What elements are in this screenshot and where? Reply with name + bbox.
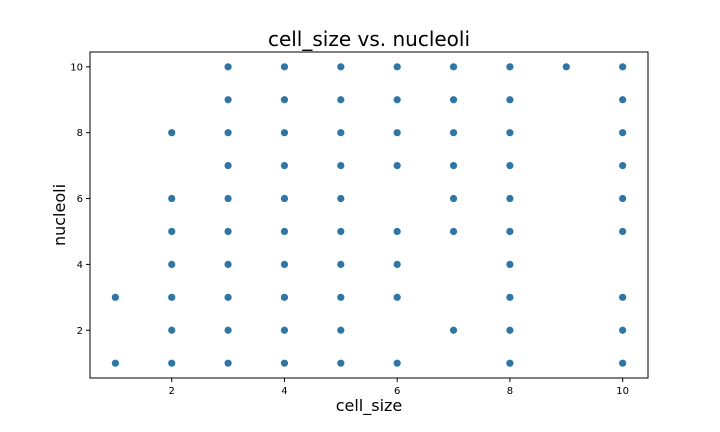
data-point bbox=[280, 129, 289, 137]
y-tick-label: 10 bbox=[70, 62, 83, 73]
data-point bbox=[393, 227, 401, 236]
data-point bbox=[619, 162, 627, 170]
y-axis-label: nucleoli bbox=[50, 184, 69, 246]
data-point bbox=[224, 293, 232, 301]
data-point bbox=[280, 96, 289, 104]
data-point bbox=[449, 63, 458, 71]
data-point bbox=[168, 129, 176, 137]
y-tick-label: 6 bbox=[77, 194, 83, 205]
data-point bbox=[619, 129, 627, 137]
data-point bbox=[506, 96, 514, 104]
data-point bbox=[280, 293, 289, 301]
data-point bbox=[224, 227, 232, 236]
data-point bbox=[619, 293, 627, 301]
data-point bbox=[449, 326, 458, 334]
data-point bbox=[224, 359, 232, 367]
data-point bbox=[449, 96, 458, 104]
data-point bbox=[506, 326, 514, 334]
data-point bbox=[449, 162, 458, 170]
data-point bbox=[337, 162, 345, 170]
data-point bbox=[337, 63, 345, 71]
data-point bbox=[224, 96, 232, 104]
data-point bbox=[224, 162, 232, 170]
data-point bbox=[224, 194, 232, 203]
data-point bbox=[619, 326, 627, 334]
data-point bbox=[280, 260, 289, 268]
data-point bbox=[506, 129, 514, 137]
data-point bbox=[619, 194, 627, 203]
data-point bbox=[393, 129, 401, 137]
data-point bbox=[111, 293, 119, 301]
data-point bbox=[506, 359, 514, 367]
data-point bbox=[619, 96, 627, 104]
data-point bbox=[506, 260, 514, 268]
data-point bbox=[224, 63, 232, 71]
data-point bbox=[337, 194, 345, 203]
data-point bbox=[280, 162, 289, 170]
y-axis-ticks: 2 4 6 8 10 bbox=[70, 62, 90, 337]
data-point bbox=[280, 194, 289, 203]
data-point bbox=[168, 293, 176, 301]
x-tick-label: 6 bbox=[394, 386, 400, 397]
data-point bbox=[337, 227, 345, 236]
data-point bbox=[619, 359, 627, 367]
chart-title: cell_size vs. nucleoli bbox=[268, 27, 470, 51]
data-point bbox=[280, 326, 289, 334]
data-point bbox=[393, 260, 401, 268]
data-point bbox=[168, 260, 176, 268]
plot-area-frame bbox=[89, 51, 649, 379]
data-point bbox=[337, 260, 345, 268]
data-point bbox=[393, 359, 401, 367]
data-point bbox=[280, 63, 289, 71]
y-tick-label: 8 bbox=[77, 128, 83, 139]
data-point bbox=[619, 63, 627, 71]
x-tick-label: 4 bbox=[281, 386, 287, 397]
x-axis-ticks: 2 4 6 8 10 bbox=[169, 378, 629, 397]
data-point bbox=[337, 326, 345, 334]
data-point bbox=[337, 293, 345, 301]
data-point bbox=[506, 293, 514, 301]
data-point bbox=[449, 194, 458, 203]
data-point bbox=[168, 227, 176, 236]
data-point bbox=[224, 260, 232, 268]
data-points bbox=[111, 63, 627, 367]
data-point bbox=[506, 63, 514, 71]
data-point bbox=[337, 129, 345, 137]
data-point bbox=[562, 63, 570, 71]
data-point bbox=[168, 194, 176, 203]
data-point bbox=[224, 326, 232, 334]
data-point bbox=[449, 227, 458, 236]
data-point bbox=[393, 63, 401, 71]
x-tick-label: 2 bbox=[169, 386, 175, 397]
data-point bbox=[168, 359, 176, 367]
data-point bbox=[393, 96, 401, 104]
x-tick-label: 8 bbox=[507, 386, 513, 397]
data-point bbox=[619, 227, 627, 236]
data-point bbox=[224, 129, 232, 137]
data-point bbox=[506, 162, 514, 170]
x-axis-label: cell_size bbox=[336, 396, 403, 416]
data-point bbox=[280, 359, 289, 367]
data-point bbox=[506, 194, 514, 203]
data-point bbox=[393, 162, 401, 170]
data-point bbox=[393, 293, 401, 301]
data-point bbox=[111, 359, 119, 367]
y-tick-label: 4 bbox=[77, 260, 83, 271]
data-point bbox=[506, 227, 514, 236]
y-tick-label: 2 bbox=[77, 326, 83, 337]
data-point bbox=[337, 96, 345, 104]
x-tick-label: 10 bbox=[616, 386, 629, 397]
data-point bbox=[168, 326, 176, 334]
data-point bbox=[449, 129, 458, 137]
data-point bbox=[280, 227, 289, 236]
data-point bbox=[337, 359, 345, 367]
